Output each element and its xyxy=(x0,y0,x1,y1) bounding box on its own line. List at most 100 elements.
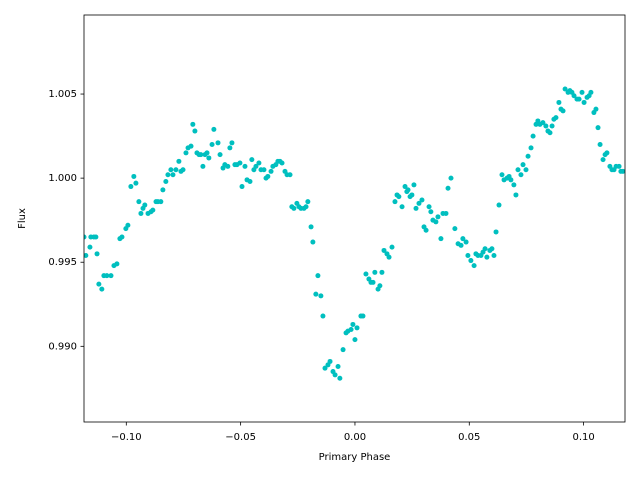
data-point xyxy=(471,263,477,269)
data-point xyxy=(379,269,385,275)
data-point xyxy=(386,254,392,260)
data-point xyxy=(579,89,585,95)
data-point xyxy=(496,202,502,208)
data-point xyxy=(372,269,378,275)
data-point xyxy=(209,142,215,147)
data-point xyxy=(560,108,566,114)
data-point xyxy=(142,202,148,208)
data-point xyxy=(348,327,354,332)
data-point xyxy=(108,273,114,279)
data-point xyxy=(279,160,285,166)
data-point xyxy=(287,172,293,178)
data-point xyxy=(104,273,110,279)
data-point xyxy=(265,173,271,179)
data-point xyxy=(511,182,517,188)
data-point xyxy=(190,121,196,127)
data-point xyxy=(188,143,194,149)
data-point xyxy=(543,123,549,129)
y-axis-label: Flux xyxy=(17,208,28,229)
y-tick-label: 1.000 xyxy=(48,173,77,184)
data-point xyxy=(452,226,458,232)
data-point xyxy=(335,364,341,369)
data-point xyxy=(253,163,259,169)
data-point xyxy=(256,160,262,166)
data-point xyxy=(491,253,497,258)
data-point xyxy=(396,194,402,200)
data-point xyxy=(593,106,599,112)
data-point xyxy=(337,375,343,381)
data-point xyxy=(528,145,534,151)
data-point xyxy=(183,150,189,156)
data-point xyxy=(247,179,253,184)
data-point xyxy=(215,140,221,146)
data-point xyxy=(322,365,328,371)
data-point xyxy=(315,273,321,279)
data-point xyxy=(239,184,245,190)
data-point xyxy=(468,258,474,264)
data-point xyxy=(119,234,125,240)
data-point xyxy=(381,247,387,253)
data-point xyxy=(173,167,179,173)
data-point xyxy=(310,239,316,245)
data-point xyxy=(433,219,439,225)
data-point xyxy=(163,179,169,184)
data-point xyxy=(136,199,142,205)
data-point xyxy=(600,157,606,163)
data-point xyxy=(513,192,519,198)
x-tick-label: 0.05 xyxy=(458,432,480,443)
data-point xyxy=(332,372,338,378)
data-point xyxy=(363,271,369,277)
data-point xyxy=(206,155,212,161)
data-point xyxy=(562,86,568,92)
data-point xyxy=(616,163,622,169)
data-point xyxy=(428,209,434,215)
x-tick-label: 0.10 xyxy=(572,432,594,443)
data-point xyxy=(581,99,587,105)
data-point xyxy=(128,184,134,190)
data-point xyxy=(125,222,131,228)
data-point xyxy=(499,172,505,178)
data-point xyxy=(352,337,358,343)
data-point xyxy=(261,167,267,173)
data-point xyxy=(217,152,223,158)
data-point xyxy=(553,115,559,121)
data-point xyxy=(227,145,233,151)
data-point xyxy=(595,125,601,131)
plot-area xyxy=(84,86,625,381)
data-point xyxy=(484,254,490,260)
data-point xyxy=(460,236,466,242)
data-point xyxy=(547,130,553,136)
data-point xyxy=(520,162,526,168)
data-point xyxy=(540,120,546,126)
data-point xyxy=(138,210,144,216)
data-point xyxy=(354,325,360,331)
data-point xyxy=(160,187,166,193)
data-point xyxy=(237,160,243,166)
data-point xyxy=(198,152,204,158)
data-point xyxy=(588,89,594,95)
x-tick-label: −0.05 xyxy=(225,432,256,443)
data-point xyxy=(305,199,311,205)
data-point xyxy=(176,158,182,164)
data-point xyxy=(523,167,529,173)
data-point xyxy=(308,224,314,230)
data-point xyxy=(489,246,495,252)
data-point xyxy=(360,313,366,319)
data-point xyxy=(402,184,408,190)
data-point xyxy=(399,204,405,210)
data-point xyxy=(96,281,102,287)
data-point xyxy=(340,347,346,353)
data-point xyxy=(438,236,444,242)
data-point xyxy=(392,199,398,205)
data-point xyxy=(411,182,417,188)
y-tick-label: 1.005 xyxy=(48,89,77,100)
data-point xyxy=(249,157,255,163)
data-point xyxy=(99,286,105,292)
data-point xyxy=(370,279,376,285)
data-point xyxy=(419,197,425,203)
data-point xyxy=(87,244,93,250)
data-point xyxy=(84,253,89,258)
x-tick-label: 0.00 xyxy=(344,432,366,443)
data-point xyxy=(576,96,582,102)
data-point xyxy=(211,126,217,132)
